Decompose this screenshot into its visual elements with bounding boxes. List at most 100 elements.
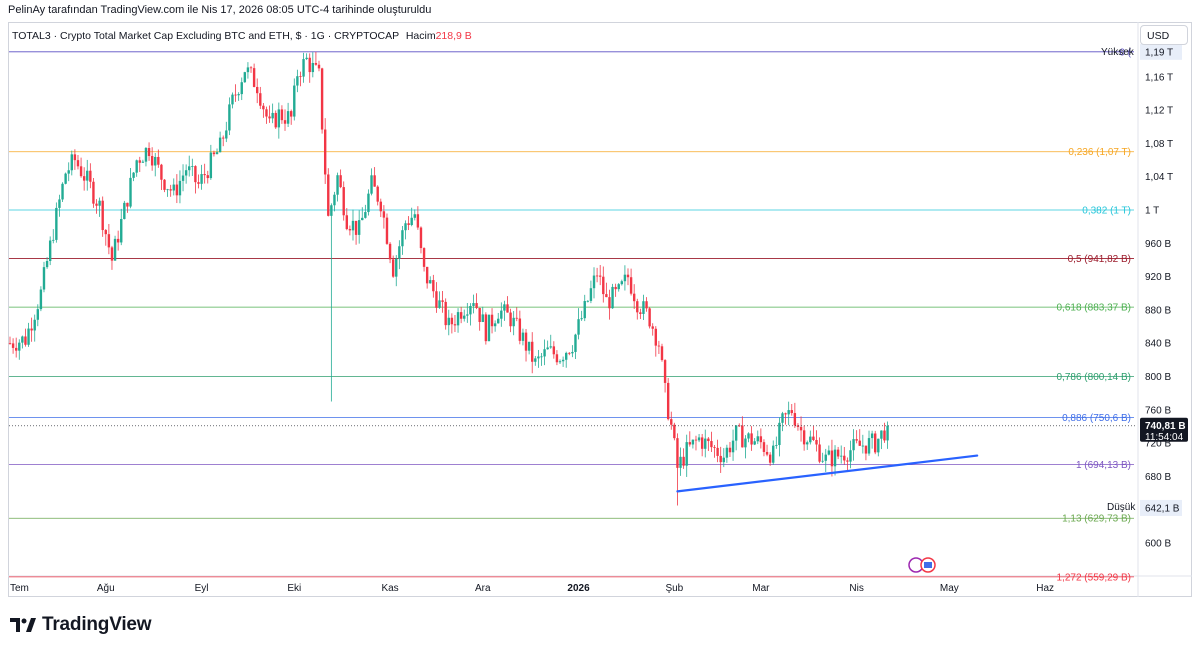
candle-body <box>422 248 426 267</box>
candle-body <box>218 137 222 153</box>
candle-body <box>385 217 389 244</box>
candle-body <box>833 449 837 467</box>
candle-body <box>592 275 596 289</box>
candle-body <box>320 68 324 130</box>
candle-body <box>67 170 70 174</box>
candle-body <box>18 342 21 351</box>
candle-body <box>277 109 281 128</box>
support-trendline[interactable] <box>676 454 979 493</box>
candle-body <box>802 430 806 445</box>
fib-level-label: 0,236 (1,07 T) <box>1068 147 1131 158</box>
candle-body <box>700 437 704 449</box>
candle-body <box>188 166 191 171</box>
y-tick-label: 1,08 T <box>1145 139 1173 150</box>
candle-body <box>756 436 759 442</box>
candle-body <box>602 276 605 295</box>
candle-body <box>333 194 336 206</box>
fib-level-label: 1,13 (629,73 B) <box>1062 514 1131 525</box>
y-tick-label: 642,1 B <box>1145 503 1180 514</box>
candle-body <box>135 160 138 173</box>
candle-body <box>768 454 772 463</box>
candle-body <box>240 82 243 95</box>
candle-body <box>728 447 732 453</box>
candle-body <box>537 356 540 359</box>
candle-body <box>268 116 271 119</box>
candle-body <box>478 307 481 322</box>
volume-label: Hacim <box>405 30 436 42</box>
candle-body <box>14 347 18 351</box>
candle-body <box>351 220 355 231</box>
candle-body <box>252 68 256 87</box>
candle-body <box>614 286 617 290</box>
candle-body <box>107 234 111 248</box>
candle-body <box>314 62 318 65</box>
candle-body <box>549 346 552 348</box>
candle-body <box>466 314 469 316</box>
candle-body <box>886 425 889 441</box>
candle-body <box>367 193 370 213</box>
candle-body <box>203 174 206 176</box>
candle-body <box>645 301 648 309</box>
economic-events-icon[interactable] <box>908 557 936 573</box>
candle-body <box>82 176 86 181</box>
candle-body <box>716 447 719 456</box>
currency-selector[interactable]: USD <box>1140 25 1188 45</box>
candle-body <box>104 230 107 235</box>
low-label: Düşük <box>1107 502 1136 513</box>
candle-body <box>79 166 83 177</box>
candle-body <box>95 203 98 206</box>
candle-body <box>691 439 695 445</box>
y-tick-label: 720 B <box>1145 439 1171 450</box>
x-tick-label: Tem <box>10 583 29 594</box>
candle-body <box>731 440 735 453</box>
candle-body <box>744 438 747 448</box>
candle-body <box>509 312 512 327</box>
candle-body <box>169 189 172 191</box>
candle-body <box>583 301 586 319</box>
candle-body <box>855 439 858 441</box>
candle-body <box>336 175 339 195</box>
candle-body <box>432 280 435 292</box>
candle-body <box>512 317 515 327</box>
x-tick-label: Mar <box>752 583 770 594</box>
candle-body <box>259 93 262 106</box>
candle-body <box>734 425 738 441</box>
candle-body <box>191 166 194 167</box>
fib-level-label: 0,5 (941,82 B) <box>1068 254 1131 265</box>
candle-body <box>222 137 225 139</box>
candle-body <box>129 177 132 207</box>
candle-body <box>157 156 160 165</box>
candle-body <box>413 214 416 218</box>
candle-body <box>598 275 602 277</box>
candle-body <box>370 175 373 194</box>
candle-body <box>772 445 775 463</box>
candle-body <box>262 105 265 110</box>
candle-body <box>793 413 797 426</box>
candle-body <box>42 267 46 290</box>
candle-body <box>163 179 166 190</box>
x-tick-label: Şub <box>665 583 683 594</box>
candle-body <box>345 215 349 230</box>
candle-body <box>589 288 593 301</box>
candle-body <box>463 315 466 319</box>
candle-body <box>725 447 729 458</box>
candle-body <box>274 112 277 128</box>
candle-body <box>113 238 117 261</box>
candle-body <box>441 300 444 302</box>
candles <box>8 51 889 506</box>
candle-body <box>395 258 398 277</box>
candle-body <box>120 219 123 243</box>
candle-body <box>666 382 670 420</box>
candle-body <box>781 413 784 423</box>
candle-body <box>249 67 253 69</box>
y-tick-label: 1,16 T <box>1145 72 1173 83</box>
candle-body <box>172 184 175 191</box>
symbol-description[interactable]: TOTAL3 · Crypto Total Market Cap Excludi… <box>12 30 399 42</box>
fib-level-label: 0,382 (1 T) <box>1082 206 1131 217</box>
candle-body <box>27 328 30 345</box>
candle-body <box>283 120 287 124</box>
candle-body <box>815 439 818 445</box>
candle-body <box>685 442 688 466</box>
candle-body <box>86 170 89 181</box>
